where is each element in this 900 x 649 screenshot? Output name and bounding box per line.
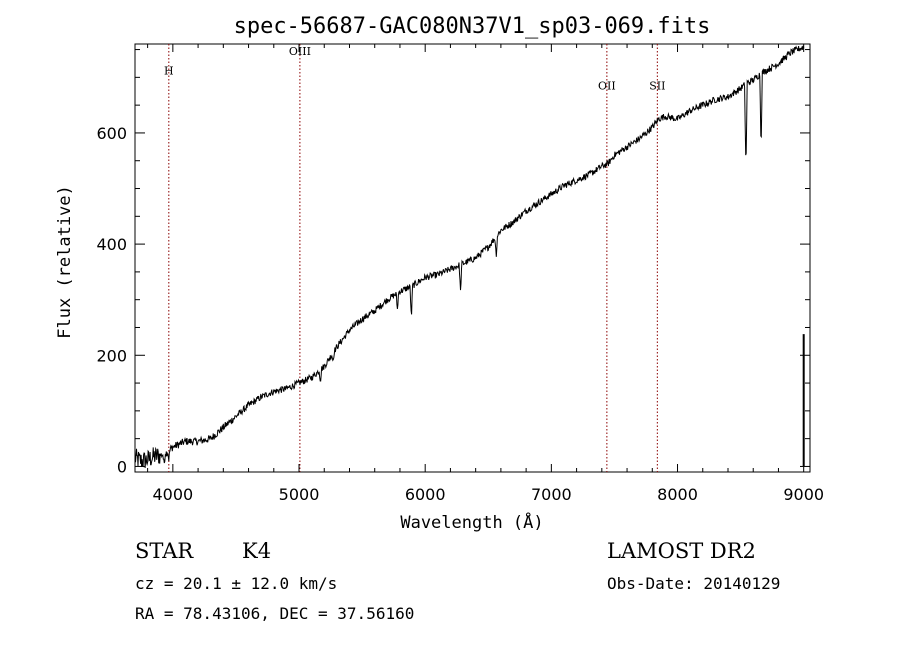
- object-subclass: K4: [242, 539, 271, 563]
- y-tick-label: 400: [96, 235, 127, 254]
- x-tick-label: 9000: [783, 485, 824, 504]
- x-axis-label: Wavelength (Å): [400, 511, 543, 533]
- survey-name: LAMOST DR2: [607, 539, 756, 563]
- spectrum-line: [134, 45, 805, 469]
- y-axis-label: Flux (relative): [55, 185, 75, 339]
- x-axis-ticks: 4000 5000 6000 7000 8000 9000: [147, 44, 824, 504]
- x-tick-label: 5000: [279, 485, 320, 504]
- y-tick-label: 200: [96, 346, 127, 365]
- plot-frame: [134, 43, 811, 473]
- chart-title: spec-56687-GAC080N37V1_sp03-069.fits: [234, 14, 711, 39]
- object-class: STAR: [135, 539, 194, 563]
- ra-dec: RA = 78.43106, DEC = 37.56160: [135, 604, 414, 623]
- line-marker-label: SII: [649, 80, 665, 93]
- obs-date: Obs-Date: 20140129: [607, 574, 780, 593]
- x-tick-label: 6000: [405, 485, 446, 504]
- line-marker-label: OII: [598, 80, 616, 93]
- y-tick-label: 600: [96, 124, 127, 143]
- line-marker-label: OIII: [289, 45, 311, 58]
- y-axis-ticks: 0 200 400 600: [96, 49, 810, 476]
- redshift-cz: cz = 20.1 ± 12.0 km/s: [135, 574, 337, 593]
- series-group: [134, 45, 805, 469]
- y-tick-label: 0: [117, 457, 127, 476]
- line-markers: H OIII OII SII: [164, 44, 665, 472]
- line-marker-label: H: [164, 65, 174, 78]
- x-tick-label: 4000: [152, 485, 193, 504]
- x-tick-label: 7000: [531, 485, 572, 504]
- x-tick-label: 8000: [657, 485, 698, 504]
